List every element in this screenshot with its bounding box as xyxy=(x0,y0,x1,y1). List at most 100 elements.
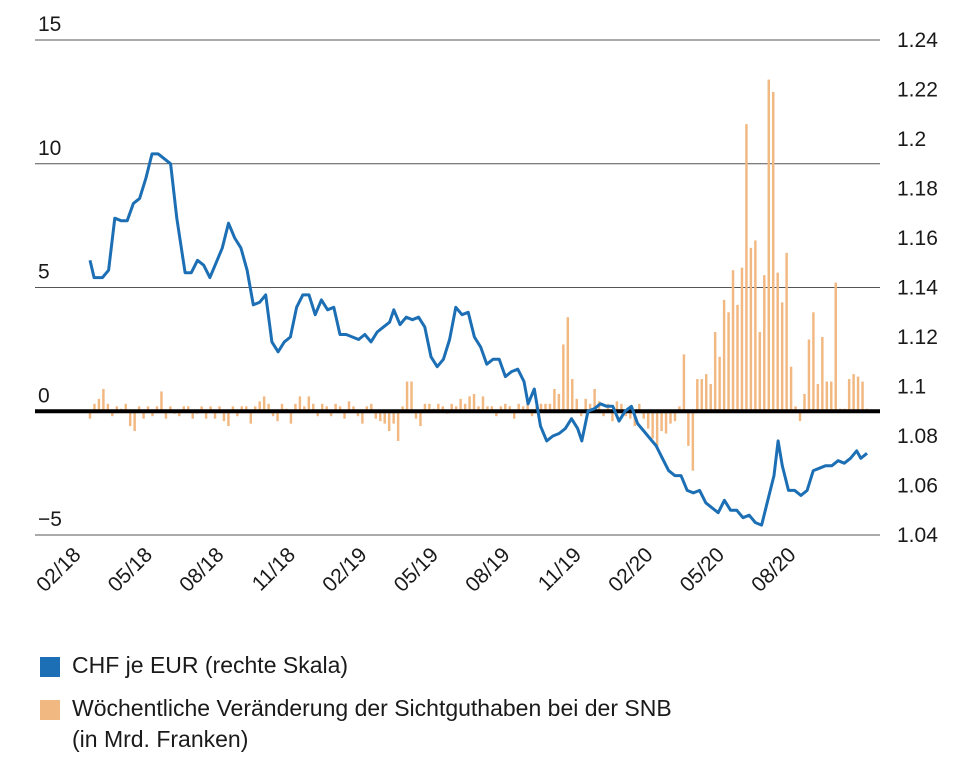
bar xyxy=(660,411,663,432)
bar xyxy=(325,406,328,412)
bar xyxy=(539,403,543,412)
right-tick-label: 1.1 xyxy=(897,376,926,399)
bar xyxy=(392,411,395,424)
legend-item-line: CHF je EUR (rechte Skala) xyxy=(40,650,940,681)
bar xyxy=(343,411,346,419)
bar xyxy=(816,384,820,412)
right-axis: 1.24 1.22 1.2 1.18 1.16 1.14 1.12 1.1 1.08 1.06 1.… xyxy=(897,29,938,547)
bar xyxy=(160,391,163,412)
bar xyxy=(289,411,293,424)
bar xyxy=(584,398,587,412)
bar xyxy=(646,411,650,429)
bar xyxy=(187,406,190,412)
bar xyxy=(825,381,829,412)
x-tick-label: 02/18 xyxy=(32,543,85,596)
bar xyxy=(486,406,489,412)
bar xyxy=(780,302,784,412)
bar xyxy=(396,411,400,441)
bar xyxy=(638,403,641,412)
bar xyxy=(700,379,704,412)
left-tick-label: 0 xyxy=(38,384,50,407)
x-tick-label: 08/19 xyxy=(461,543,514,596)
bar xyxy=(370,403,373,412)
bar xyxy=(504,403,507,412)
bar xyxy=(687,411,690,446)
bar xyxy=(579,411,583,417)
right-tick-label: 1.2 xyxy=(897,128,926,151)
bar xyxy=(182,406,186,412)
bar xyxy=(794,406,797,412)
bar xyxy=(713,332,717,412)
bar xyxy=(682,354,686,412)
bar-series xyxy=(88,79,869,471)
bar xyxy=(526,401,529,412)
bar xyxy=(553,388,556,412)
grid-lines xyxy=(35,39,880,536)
bar xyxy=(249,411,252,424)
legend-label-bar: Wöchentliche Veränderung der Sichtguthab… xyxy=(72,695,672,752)
bar xyxy=(294,403,297,412)
x-tick-label: 08/18 xyxy=(175,543,228,596)
right-tick-label: 1.12 xyxy=(897,326,938,349)
bar xyxy=(548,403,552,412)
bar xyxy=(428,403,431,412)
bar xyxy=(298,396,302,412)
bar xyxy=(544,403,547,412)
bar xyxy=(379,411,382,422)
x-tick-label: 11/18 xyxy=(248,543,300,595)
bar xyxy=(115,406,119,412)
right-tick-label: 1.18 xyxy=(897,178,938,201)
bar xyxy=(749,247,753,412)
bar xyxy=(499,406,503,412)
bar xyxy=(593,388,596,412)
bar xyxy=(258,401,261,412)
bar xyxy=(253,406,257,412)
bar xyxy=(267,403,270,412)
bar xyxy=(128,411,132,427)
bar xyxy=(164,411,168,419)
bar xyxy=(191,411,194,419)
bar xyxy=(387,411,391,432)
bar xyxy=(437,403,440,412)
bar xyxy=(709,384,712,412)
left-tick-label: 5 xyxy=(38,261,50,284)
bar xyxy=(664,411,668,434)
bar xyxy=(727,312,730,412)
bar xyxy=(767,79,770,412)
bar xyxy=(736,304,739,412)
bar xyxy=(222,411,226,422)
bar xyxy=(789,366,793,412)
bar xyxy=(209,406,212,412)
bar xyxy=(137,406,141,412)
x-tick-label: 11/19 xyxy=(534,543,586,595)
bar xyxy=(200,406,203,412)
bar xyxy=(472,393,476,412)
bar xyxy=(146,406,150,412)
bar xyxy=(133,411,136,432)
bar xyxy=(347,401,351,412)
bar xyxy=(329,411,333,417)
bar xyxy=(352,406,355,412)
bar xyxy=(669,411,672,424)
bar xyxy=(834,282,837,412)
bar xyxy=(803,393,806,412)
bar xyxy=(178,411,181,417)
bar xyxy=(763,275,766,412)
bar xyxy=(419,411,422,427)
bar xyxy=(312,403,315,412)
right-tick-label: 1.16 xyxy=(897,227,938,250)
bar xyxy=(615,401,619,412)
bar xyxy=(731,270,735,412)
bar xyxy=(495,411,498,417)
bar xyxy=(88,411,92,419)
bar xyxy=(557,393,561,412)
bar xyxy=(629,411,632,419)
bar xyxy=(571,379,574,412)
bar xyxy=(477,406,480,412)
bar xyxy=(611,411,614,422)
bar xyxy=(459,398,462,412)
left-tick-label: 10 xyxy=(38,137,61,160)
bar xyxy=(705,374,708,412)
bar xyxy=(262,396,266,412)
bar xyxy=(276,411,279,422)
